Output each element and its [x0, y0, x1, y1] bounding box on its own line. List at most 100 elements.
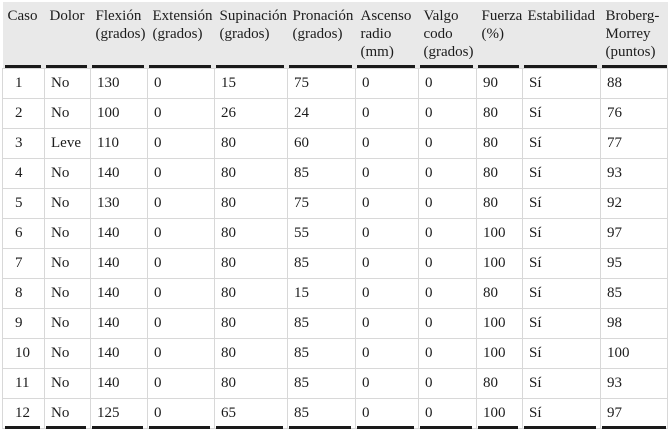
table-cell: 60	[287, 127, 356, 159]
table-cell: No	[44, 367, 91, 399]
table-cell: 0	[147, 247, 215, 279]
table-row: 8 No 140 0 80 15 0 0 80 Sí 85	[2, 277, 668, 309]
table-cell: 75	[287, 187, 356, 219]
table-cell: 0	[418, 187, 477, 219]
table-row: 11 No 140 0 80 85 0 0 80 Sí 93	[2, 367, 668, 399]
table-cell: 140	[90, 157, 148, 189]
column-header-fuerza: Fuerza (%)	[476, 2, 523, 68]
table-row: 10 No 140 0 80 85 0 0 100 Sí 100	[2, 337, 668, 369]
table-cell: 0	[147, 367, 215, 399]
table-cell: 110	[90, 127, 148, 159]
table-cell: 0	[418, 337, 477, 369]
table-cell: 93	[600, 157, 668, 189]
table-row: 7 No 140 0 80 85 0 0 100 Sí 95	[2, 247, 668, 279]
table-cell: 9	[2, 307, 45, 339]
column-header-flexion: Flexión (grados)	[90, 2, 148, 68]
clinical-results-table-wrap: Caso Dolor Flexión (grados) Extensión (g…	[2, 2, 668, 429]
table-row: 3 Leve 110 0 80 60 0 0 80 Sí 77	[2, 127, 668, 159]
table-cell: 100	[476, 397, 523, 429]
table-cell: 8	[2, 277, 45, 309]
column-header-line: (grados)	[423, 44, 474, 60]
column-header-supinacion: Supinación (grados)	[214, 2, 288, 68]
column-header-line: (puntos)	[605, 44, 656, 60]
clinical-results-table: Caso Dolor Flexión (grados) Extensión (g…	[2, 2, 668, 429]
table-cell: 0	[355, 67, 419, 99]
table-cell: 93	[600, 367, 668, 399]
table-header: Caso Dolor Flexión (grados) Extensión (g…	[2, 2, 668, 68]
table-cell: 0	[147, 97, 215, 129]
table-cell: 55	[287, 217, 356, 249]
table-cell: 0	[147, 67, 215, 99]
table-cell: 130	[90, 187, 148, 219]
table-row: 5 No 130 0 80 75 0 0 80 Sí 92	[2, 187, 668, 219]
table-cell: 0	[147, 217, 215, 249]
table-cell: 0	[418, 397, 477, 429]
table-cell: 0	[355, 127, 419, 159]
table-row: 1 No 130 0 15 75 0 0 90 Sí 88	[2, 67, 668, 99]
table-cell: 125	[90, 397, 148, 429]
table-cell: 98	[600, 307, 668, 339]
table-cell: No	[44, 67, 91, 99]
table-cell: 100	[476, 337, 523, 369]
table-cell: 0	[355, 217, 419, 249]
table-cell: 0	[355, 97, 419, 129]
table-cell: No	[44, 187, 91, 219]
table-cell: 97	[600, 217, 668, 249]
table-cell: 3	[2, 127, 45, 159]
table-cell: No	[44, 157, 91, 189]
table-cell: Sí	[522, 67, 601, 99]
column-header-line: Morrey	[605, 26, 651, 42]
table-cell: 85	[600, 277, 668, 309]
table-body: 1 No 130 0 15 75 0 0 90 Sí 88 2 No 100 0 26 24 0 0 80 Sí 76 3 L…	[2, 67, 668, 429]
table-cell: 77	[600, 127, 668, 159]
table-cell: 0	[418, 367, 477, 399]
table-cell: Sí	[522, 277, 601, 309]
table-cell: No	[44, 217, 91, 249]
table-cell: Sí	[522, 247, 601, 279]
table-cell: 0	[355, 307, 419, 339]
column-header-line: (grados)	[152, 26, 203, 42]
table-cell: 80	[214, 277, 288, 309]
column-header-line: Pronación	[292, 8, 354, 24]
table-cell: 80	[476, 97, 523, 129]
table-cell: 0	[355, 187, 419, 219]
table-cell: 0	[355, 337, 419, 369]
column-header-estabilidad: Estabilidad	[522, 2, 601, 68]
table-cell: 140	[90, 337, 148, 369]
table-cell: 0	[147, 157, 215, 189]
table-cell: 92	[600, 187, 668, 219]
table-cell: 12	[2, 397, 45, 429]
table-cell: 0	[418, 277, 477, 309]
table-cell: Sí	[522, 157, 601, 189]
table-cell: Sí	[522, 397, 601, 429]
table-cell: No	[44, 397, 91, 429]
table-cell: 0	[147, 307, 215, 339]
table-cell: 10	[2, 337, 45, 369]
column-header-valgo-codo: Valgo codo (grados)	[418, 2, 477, 68]
table-cell: 0	[418, 97, 477, 129]
table-cell: 26	[214, 97, 288, 129]
column-header-line: (grados)	[292, 26, 343, 42]
table-cell: 0	[418, 307, 477, 339]
table-cell: 140	[90, 277, 148, 309]
column-header-line: (grados)	[219, 26, 270, 42]
table-cell: No	[44, 307, 91, 339]
table-cell: 88	[600, 67, 668, 99]
column-header-line: Caso	[7, 8, 38, 24]
table-cell: 140	[90, 307, 148, 339]
column-header-line: Extensión	[152, 8, 213, 24]
column-header-line: Dolor	[49, 8, 85, 24]
table-cell: 80	[476, 367, 523, 399]
table-cell: 0	[355, 157, 419, 189]
column-header-ascenso-radio: Ascenso radio (mm)	[355, 2, 419, 68]
table-cell: 100	[476, 217, 523, 249]
table-cell: 24	[287, 97, 356, 129]
table-cell: 85	[287, 307, 356, 339]
table-cell: 0	[147, 127, 215, 159]
column-header-extension: Extensión (grados)	[147, 2, 215, 68]
table-cell: 76	[600, 97, 668, 129]
column-header-line: Supinación	[219, 8, 288, 24]
table-cell: 80	[214, 307, 288, 339]
table-cell: 80	[214, 187, 288, 219]
column-header-line: Valgo	[423, 8, 459, 24]
